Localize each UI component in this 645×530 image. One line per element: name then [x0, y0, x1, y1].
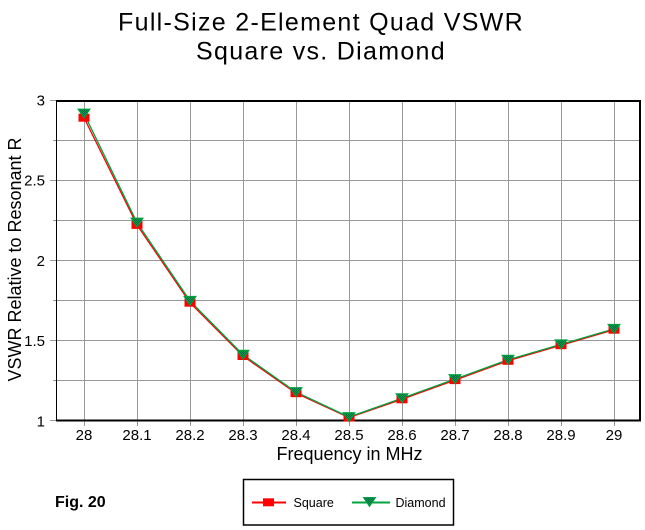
svg-text:28.4: 28.4: [281, 427, 310, 444]
svg-text:28.5: 28.5: [334, 427, 363, 444]
svg-text:3: 3: [37, 92, 45, 109]
svg-text:28: 28: [76, 427, 93, 444]
svg-text:28.3: 28.3: [228, 427, 257, 444]
svg-text:VSWR Relative to Resonant R: VSWR Relative to Resonant R: [5, 137, 25, 381]
svg-text:1: 1: [37, 413, 45, 430]
svg-text:2: 2: [37, 253, 45, 270]
svg-text:29: 29: [606, 427, 623, 444]
svg-text:28.8: 28.8: [493, 427, 522, 444]
svg-text:1.5: 1.5: [24, 333, 45, 350]
svg-text:28.2: 28.2: [175, 427, 204, 444]
svg-text:Frequency in MHz: Frequency in MHz: [276, 444, 422, 464]
svg-text:Square vs. Diamond: Square vs. Diamond: [196, 38, 446, 66]
svg-text:Diamond: Diamond: [396, 496, 446, 510]
svg-text:Fig. 20: Fig. 20: [55, 494, 106, 511]
svg-text:28.6: 28.6: [387, 427, 416, 444]
svg-text:28.9: 28.9: [546, 427, 575, 444]
svg-text:Square: Square: [294, 496, 334, 510]
svg-text:28.1: 28.1: [122, 427, 151, 444]
svg-text:28.7: 28.7: [440, 427, 469, 444]
svg-text:2.5: 2.5: [24, 173, 45, 190]
svg-text:Full-Size 2-Element Quad VSWR: Full-Size 2-Element Quad VSWR: [118, 9, 524, 37]
